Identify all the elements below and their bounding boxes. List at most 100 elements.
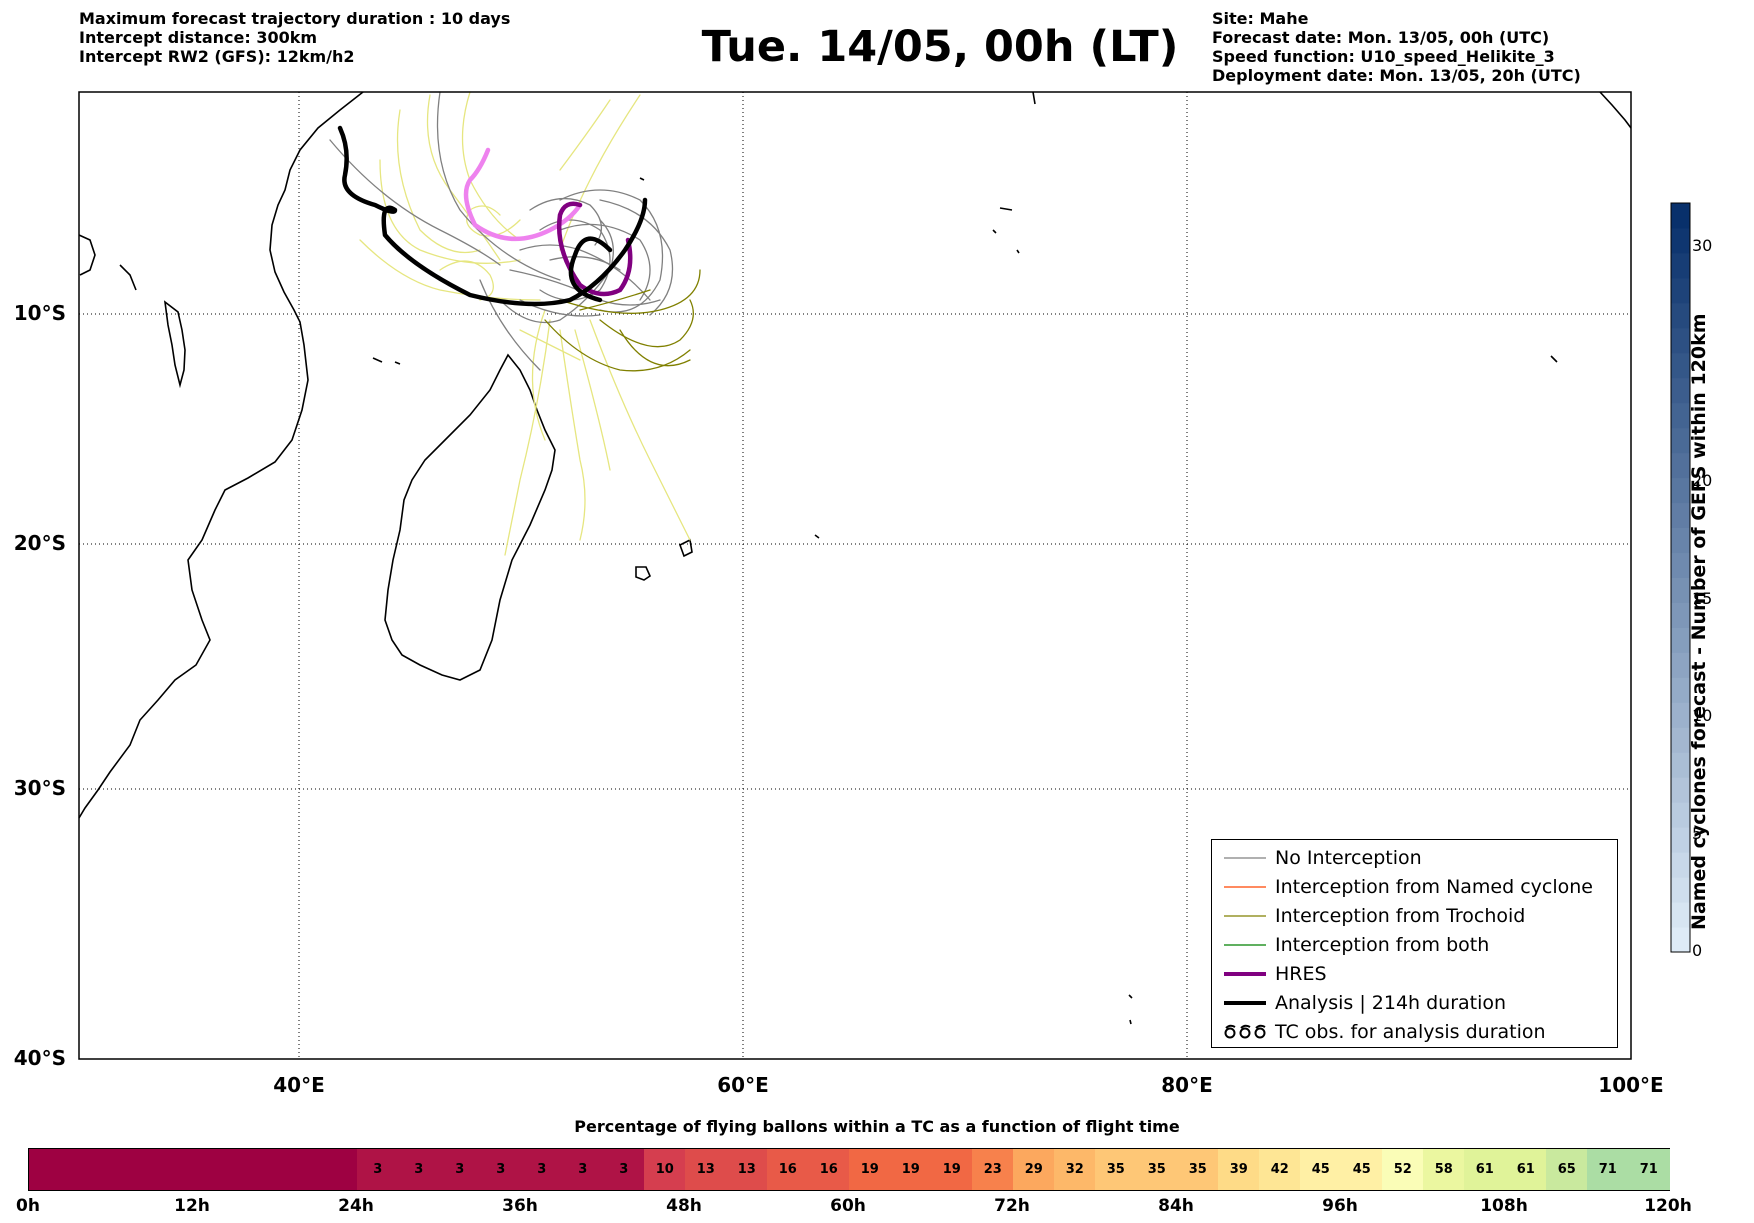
flight-time-cell: 3 xyxy=(480,1149,522,1190)
flight-time-cell: 19 xyxy=(931,1149,973,1190)
yellow-trajectory xyxy=(574,329,611,471)
colorbar-segment xyxy=(1671,902,1690,928)
flight-time-cell xyxy=(193,1149,235,1190)
lake-victoria xyxy=(78,234,96,276)
yellow-trajectory xyxy=(559,329,586,541)
map-legend: No Interception Interception from Named … xyxy=(1211,839,1618,1048)
legend-line-green xyxy=(1224,944,1266,946)
colorbar-segment xyxy=(1671,427,1690,454)
colorbar-segment xyxy=(1671,702,1690,728)
flight-time-cell: 3 xyxy=(603,1149,645,1190)
flight-time-cell: 45 xyxy=(1341,1149,1383,1190)
flight-time-cell: 3 xyxy=(439,1149,481,1190)
flight-time-cell xyxy=(152,1149,194,1190)
colorbar-segment xyxy=(1671,852,1690,878)
colorbar-segment xyxy=(1671,877,1690,903)
flight-time-cell: 19 xyxy=(849,1149,891,1190)
speed-function-text: Speed function: U10_speed_Helikite_3 xyxy=(1212,47,1555,66)
flight-time-cell: 42 xyxy=(1259,1149,1301,1190)
olive-trajectory xyxy=(544,319,691,372)
flight-time-cell xyxy=(234,1149,276,1190)
yellow-trajectory xyxy=(466,205,521,237)
yellow-trajectory xyxy=(589,319,691,541)
cb-tick-20: 20 xyxy=(1692,471,1713,490)
max-duration-text: Maximum forecast trajectory duration : 1… xyxy=(79,9,511,28)
colorbar-segment xyxy=(1671,352,1690,379)
legend-item-hres: HRES xyxy=(1212,960,1617,989)
lon-label-100e: 100°E xyxy=(1598,1073,1664,1097)
flight-time-cell: 58 xyxy=(1423,1149,1465,1190)
lon-label-80e: 80°E xyxy=(1161,1073,1213,1097)
flight-time-cell xyxy=(29,1149,71,1190)
flight-time-cell: 10 xyxy=(644,1149,686,1190)
lake-tanganyika xyxy=(119,264,137,291)
legend-line-black xyxy=(1224,1001,1266,1005)
gray-trajectory xyxy=(529,197,602,246)
colorbar-segment xyxy=(1671,652,1690,678)
legend-item-both: Interception from both xyxy=(1212,931,1617,960)
run-info-left: Maximum forecast trajectory duration : 1… xyxy=(79,9,510,66)
flight-time-cell: 45 xyxy=(1300,1149,1342,1190)
colorbar-segment xyxy=(1671,502,1690,529)
colorbar-segment xyxy=(1671,827,1690,853)
gray-trajectory xyxy=(479,279,541,371)
reunion-outline xyxy=(679,538,693,558)
lat-label-40s: 40°S xyxy=(13,1046,66,1070)
lake-malawi xyxy=(163,300,186,389)
colorbar-segment xyxy=(1671,752,1690,778)
flight-time-tick: 0h xyxy=(16,1196,40,1216)
colorbar-segment xyxy=(1671,277,1690,304)
yellow-trajectory xyxy=(396,109,481,254)
gray-trajectory xyxy=(559,223,651,301)
coastlines xyxy=(78,91,1632,1025)
flight-time-cell: 16 xyxy=(808,1149,850,1190)
flight-time-cell: 3 xyxy=(521,1149,563,1190)
gray-trajectory xyxy=(559,189,664,313)
flight-time-cell: 35 xyxy=(1177,1149,1219,1190)
intercept-distance-text: Intercept distance: 300km xyxy=(79,28,318,47)
yellow-trajectory xyxy=(379,159,521,264)
flight-time-cell: 35 xyxy=(1136,1149,1178,1190)
run-info-right: Site: Mahe Forecast date: Mon. 13/05, 00… xyxy=(1212,9,1581,85)
gray-trajectory xyxy=(436,91,561,281)
olive-trajectory xyxy=(619,329,691,367)
legend-item-named-cyclone: Interception from Named cyclone xyxy=(1212,873,1617,902)
colorbar-segment xyxy=(1671,777,1690,803)
legend-item-trochoid: Interception from Trochoid xyxy=(1212,902,1617,931)
colorbar-segment xyxy=(1671,802,1690,828)
cb-tick-10: 10 xyxy=(1692,706,1713,725)
flight-time-cell: 71 xyxy=(1628,1149,1670,1190)
flight-time-cell: 13 xyxy=(726,1149,768,1190)
flight-time-tick: 12h xyxy=(174,1196,210,1216)
colorbar-segment xyxy=(1671,727,1690,753)
yellow-trajectory xyxy=(559,94,641,251)
colorbar-segment xyxy=(1671,402,1690,429)
lat-label-30s: 30°S xyxy=(13,776,66,800)
colorbar-segment xyxy=(1671,677,1690,703)
legend-line-olive xyxy=(1224,915,1266,917)
yellow-trajectory xyxy=(359,239,541,301)
yellow-trajectory xyxy=(504,319,551,556)
flight-time-cell xyxy=(275,1149,317,1190)
legend-item-no-interception: No Interception xyxy=(1212,844,1617,873)
chagos-dots xyxy=(814,91,1558,1025)
legend-item-analysis: Analysis | 214h duration xyxy=(1212,989,1617,1018)
intercept-rw2-text: Intercept RW2 (GFS): 12km/h2 xyxy=(79,47,355,66)
map-title: Tue. 14/05, 00h (LT) xyxy=(701,22,1179,72)
flight-time-tick: 24h xyxy=(338,1196,374,1216)
flight-time-cell: 16 xyxy=(767,1149,809,1190)
lon-label-40e: 40°E xyxy=(273,1073,325,1097)
colorbar-segment xyxy=(1671,602,1690,628)
flight-time-cell: 35 xyxy=(1095,1149,1137,1190)
flight-time-cell xyxy=(316,1149,358,1190)
flight-time-tick: 36h xyxy=(502,1196,538,1216)
deployment-date-text: Deployment date: Mon. 13/05, 20h (UTC) xyxy=(1212,66,1581,85)
cb-tick-0: 0 xyxy=(1692,941,1703,960)
colorbar-segment xyxy=(1671,377,1690,404)
gray-trajectory xyxy=(329,139,501,266)
flight-time-cell: 61 xyxy=(1464,1149,1506,1190)
forecast-date-text: Forecast date: Mon. 13/05, 00h (UTC) xyxy=(1212,28,1550,47)
flight-time-cell: 3 xyxy=(398,1149,440,1190)
madagascar-coast xyxy=(384,353,556,681)
colorbar-segment xyxy=(1671,227,1690,254)
